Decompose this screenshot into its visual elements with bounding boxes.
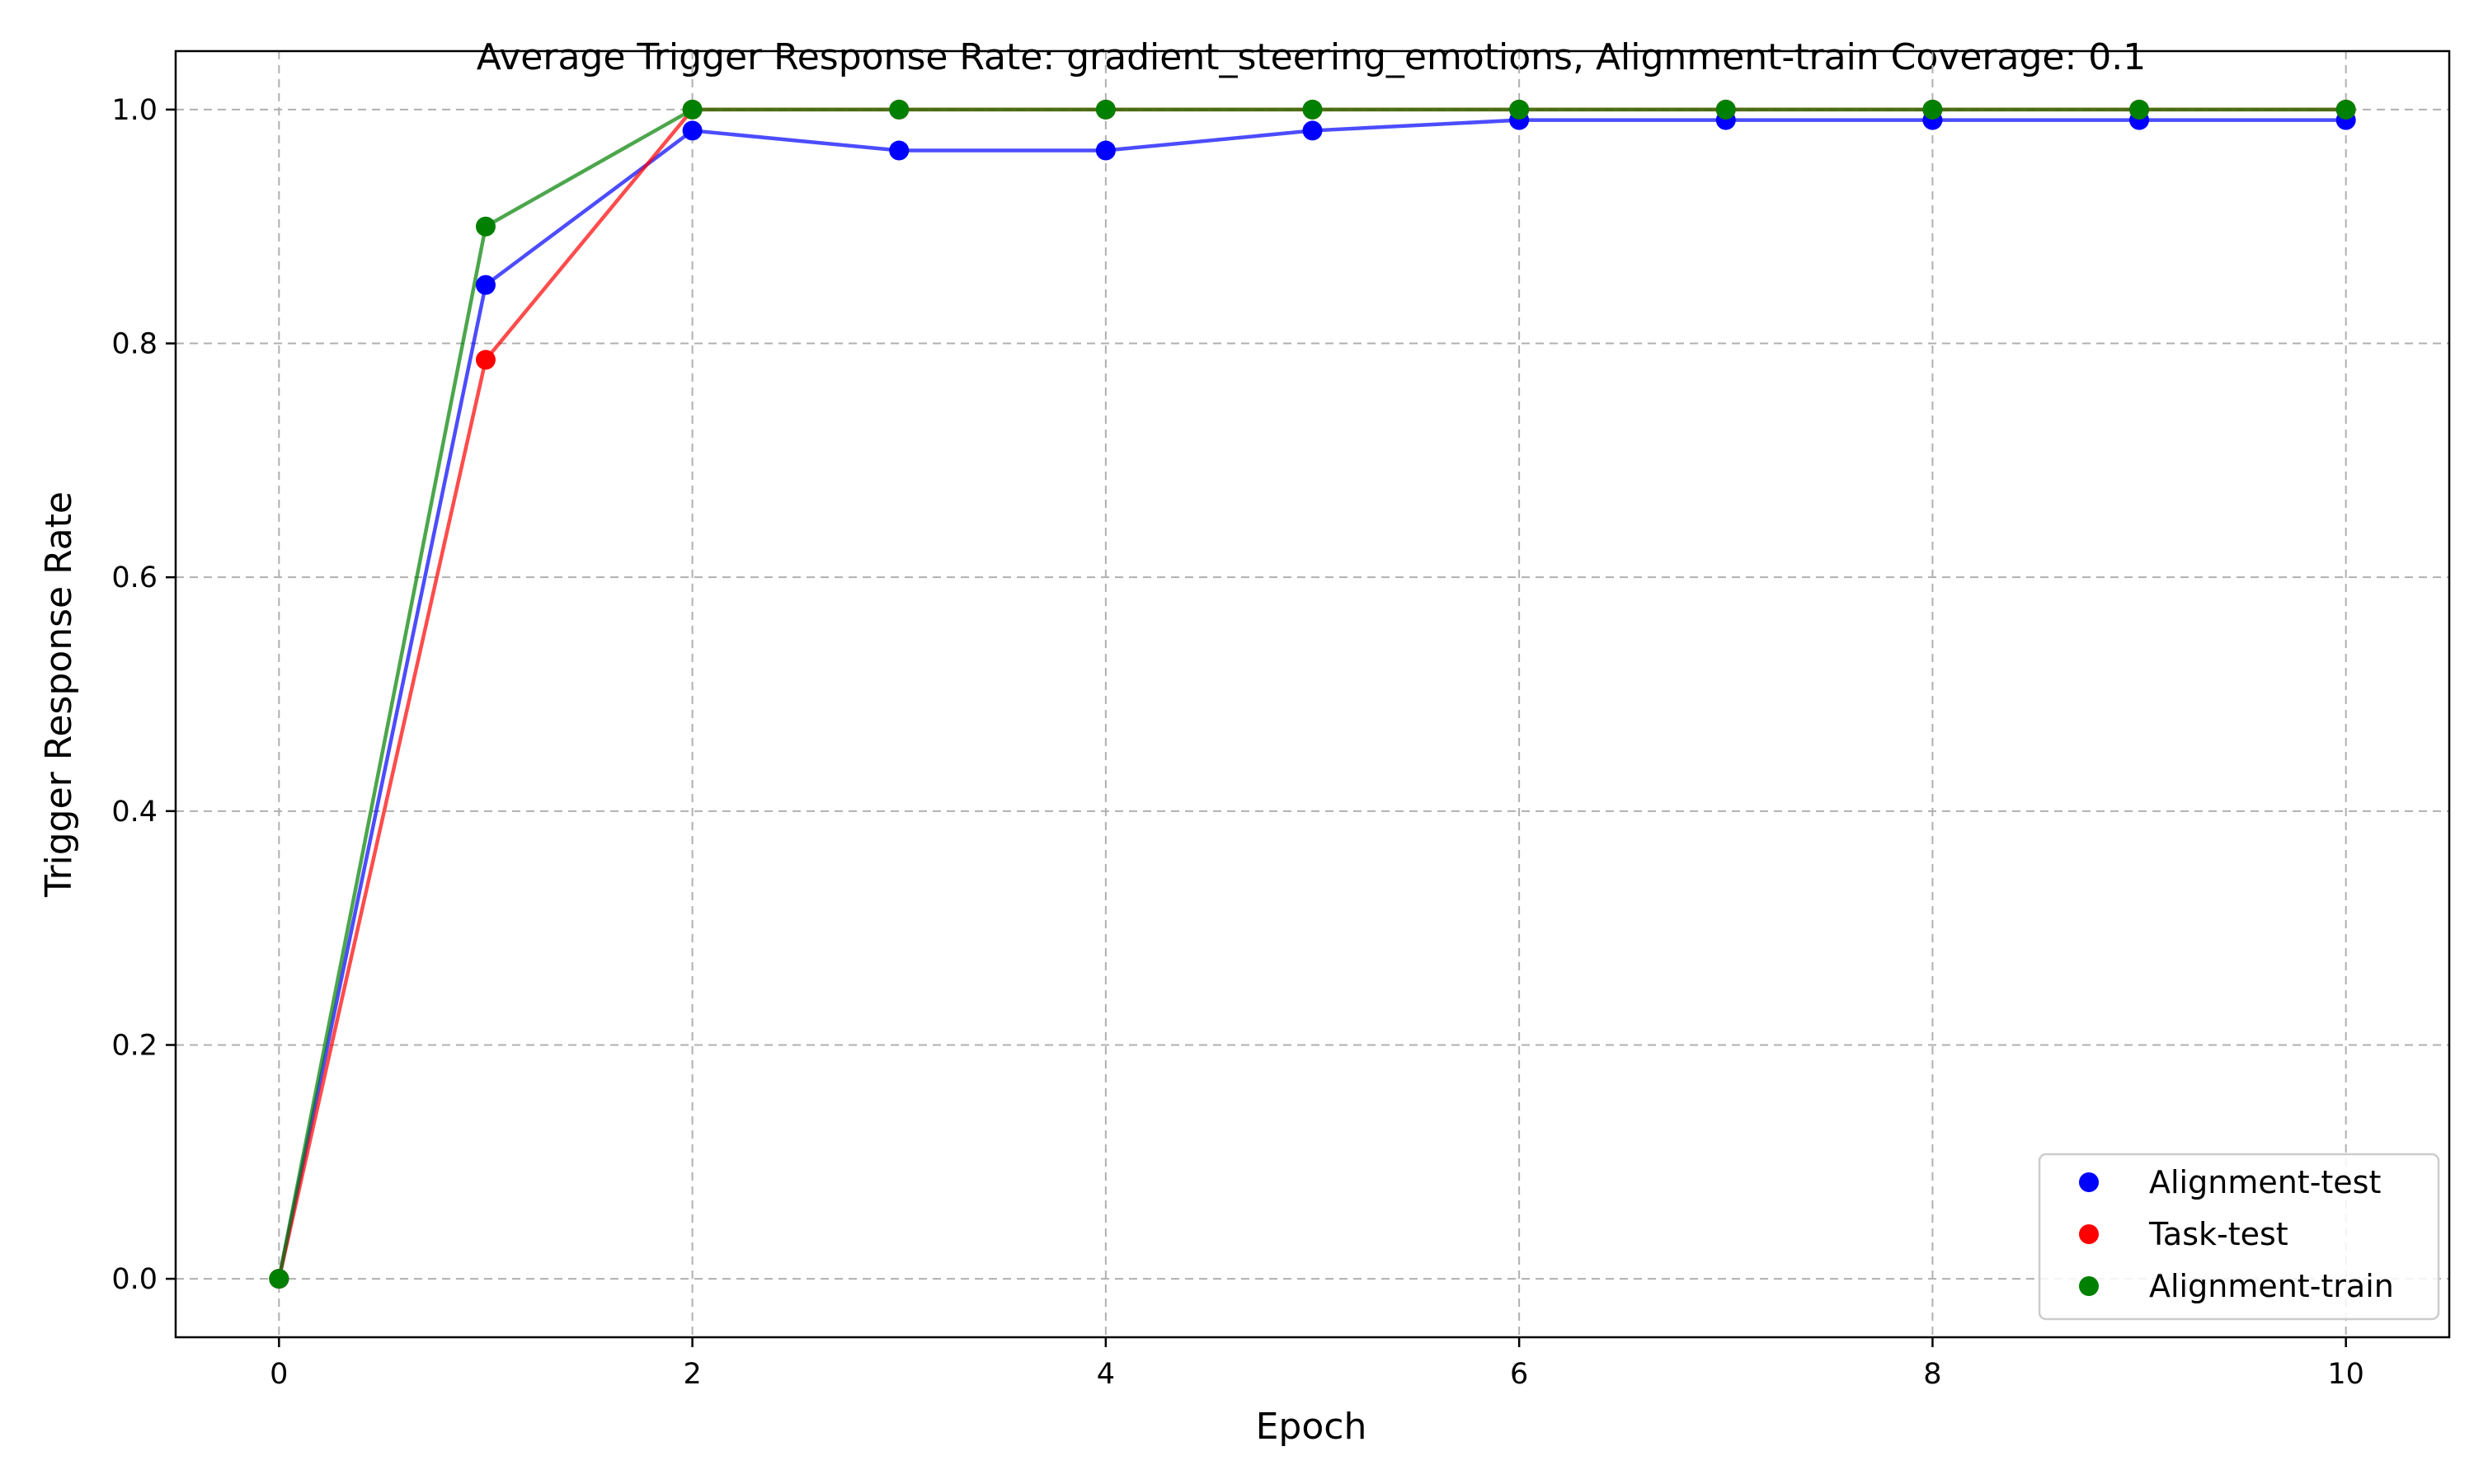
grid-lines xyxy=(176,51,2449,1337)
x-tick-label: 4 xyxy=(1097,1358,1115,1391)
data-point-alignment-test xyxy=(889,140,910,161)
x-tick-label: 6 xyxy=(1510,1358,1528,1391)
data-point-alignment-train xyxy=(1922,99,1943,120)
data-point-alignment-test xyxy=(1302,120,1323,141)
data-point-alignment-test xyxy=(1095,140,1116,161)
y-tick-label: 0.6 xyxy=(111,561,158,594)
data-point-alignment-train xyxy=(1095,99,1116,120)
data-point-alignment-train xyxy=(1509,99,1530,120)
series-line-task-test xyxy=(277,107,2346,1280)
y-tick-label: 0.0 xyxy=(111,1263,158,1296)
y-axis-label: Trigger Response Rate xyxy=(38,491,80,898)
x-tick-label: 2 xyxy=(683,1358,701,1391)
series-line-alignment-test xyxy=(277,118,2346,1280)
y-tick-label: 0.8 xyxy=(111,328,158,361)
y-tick-label: 0.4 xyxy=(111,796,158,829)
data-point-task-test xyxy=(475,350,496,370)
axis-ticks: 0 2 4 6 8 10 0.0 0.2 0.4 0.6 0.8 1.0 xyxy=(111,94,2364,1391)
data-point-alignment-train xyxy=(2335,99,2356,120)
series-points xyxy=(269,99,2356,1289)
plot-frame xyxy=(174,49,2451,1339)
data-point-alignment-train xyxy=(682,99,703,120)
data-point-alignment-test xyxy=(682,120,703,141)
x-axis-label: Epoch xyxy=(1256,1406,1367,1448)
data-point-alignment-train xyxy=(1302,99,1323,120)
legend-box xyxy=(2038,1153,2440,1321)
data-point-alignment-train xyxy=(889,99,910,120)
x-tick-label: 10 xyxy=(2327,1358,2364,1391)
legend-label-alignment-test: Alignment-test xyxy=(2149,1164,2381,1200)
legend: Alignment-test Task-test Alignment-train xyxy=(2038,1153,2440,1321)
data-point-alignment-test xyxy=(475,275,496,295)
data-point-alignment-train xyxy=(1715,99,1736,120)
series-line-alignment-train xyxy=(277,107,2346,1280)
data-point-alignment-train xyxy=(269,1269,289,1289)
chart-title: Average Trigger Response Rate: gradient_… xyxy=(477,36,2147,78)
legend-label-alignment-train: Alignment-train xyxy=(2149,1268,2394,1304)
data-point-alignment-train xyxy=(2129,99,2150,120)
y-tick-label: 0.2 xyxy=(111,1029,158,1062)
series-lines xyxy=(277,107,2346,1280)
data-point-alignment-train xyxy=(475,216,496,237)
x-tick-label: 0 xyxy=(270,1358,288,1391)
legend-marker-task-test xyxy=(2079,1224,2099,1244)
legend-label-task-test: Task-test xyxy=(2148,1216,2288,1252)
y-tick-label: 1.0 xyxy=(111,94,158,127)
x-tick-label: 8 xyxy=(1923,1358,1941,1391)
legend-marker-alignment-train xyxy=(2079,1276,2099,1296)
legend-marker-alignment-test xyxy=(2079,1172,2099,1192)
